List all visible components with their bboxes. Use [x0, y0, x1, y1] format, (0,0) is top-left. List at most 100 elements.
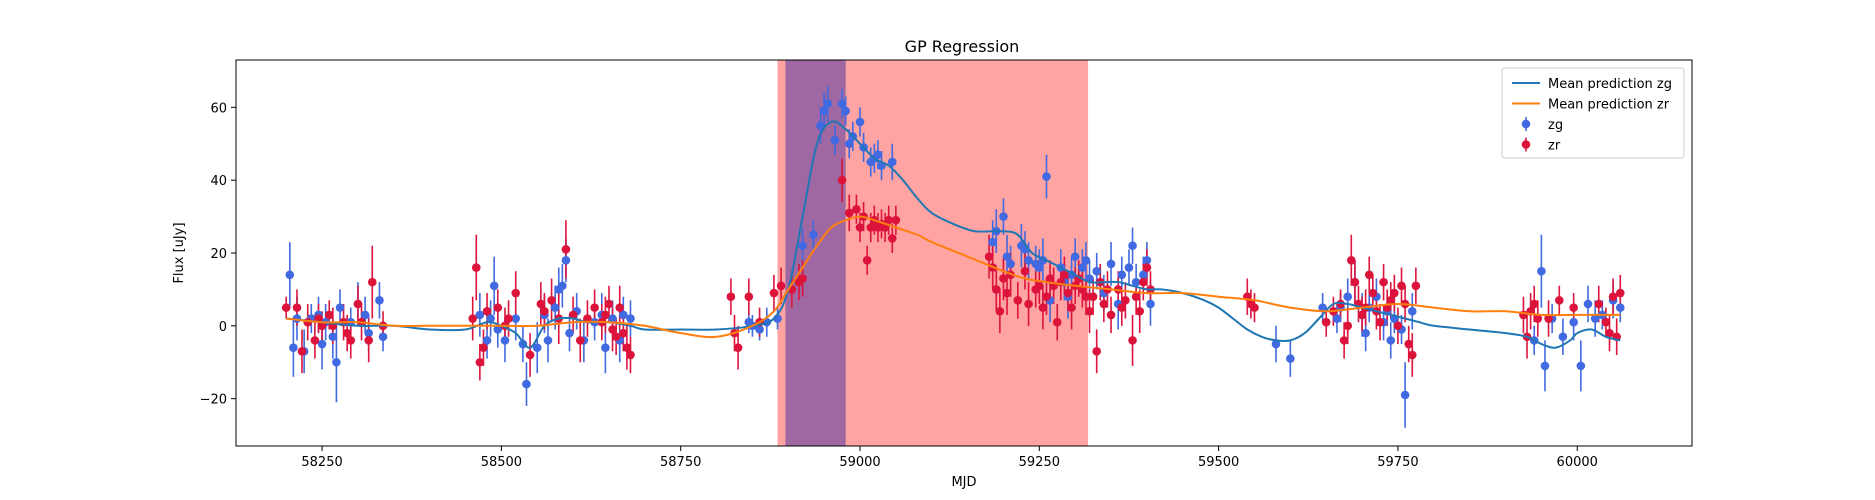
point-zr	[1142, 263, 1152, 272]
point-zr	[1321, 317, 1331, 327]
point-zr	[292, 303, 302, 312]
point-zg	[1537, 266, 1546, 276]
point-zr	[1128, 336, 1137, 345]
point-zg	[819, 106, 829, 116]
point-zg	[1024, 255, 1033, 265]
point-zg	[1558, 332, 1568, 342]
point-zr	[1615, 288, 1625, 298]
point-zr	[1555, 296, 1564, 305]
point-zr	[622, 343, 632, 352]
point-zg	[608, 314, 617, 323]
point-zr	[1038, 303, 1048, 312]
point-zr	[891, 215, 901, 225]
point-zr	[1063, 288, 1073, 298]
point-zr	[991, 285, 1001, 294]
x-axis: 58250 58500 58750 59000 59250 59500 59750 60000	[301, 446, 1598, 470]
point-zr	[862, 255, 872, 265]
legend-marker-swatch	[1521, 140, 1531, 149]
point-zr	[619, 328, 628, 338]
point-zr	[884, 215, 893, 225]
point-zg	[1139, 270, 1148, 280]
point-zg	[837, 99, 847, 108]
point-zg	[1615, 303, 1625, 312]
point-zg	[1286, 354, 1295, 363]
x-tick-label: 59750	[1377, 455, 1418, 470]
point-zg	[1006, 259, 1015, 269]
point-zr	[536, 299, 546, 309]
point-zr	[1608, 292, 1618, 301]
point-zr	[744, 292, 754, 301]
mean-prediction-zg-line	[286, 120, 1621, 349]
point-zr	[726, 292, 736, 301]
point-zr	[353, 299, 363, 309]
point-zr	[540, 306, 549, 316]
point-zg	[335, 303, 345, 312]
point-zg	[558, 281, 567, 291]
point-zg	[1081, 255, 1091, 265]
point-zg	[500, 336, 510, 345]
point-zr	[1594, 299, 1604, 309]
point-zr	[1081, 292, 1091, 301]
point-zr	[1024, 299, 1033, 309]
point-zr	[611, 332, 621, 342]
y-axis: −20 0 20 40 60	[200, 101, 236, 408]
point-zg	[844, 139, 854, 149]
x-tick-label: 58500	[481, 455, 522, 470]
x-tick-label: 58250	[301, 455, 342, 470]
point-zg	[1106, 259, 1116, 269]
point-zg	[887, 157, 897, 167]
y-tick-label: −20	[200, 393, 227, 408]
point-zr	[547, 296, 556, 305]
point-zg	[378, 332, 388, 342]
point-zg	[1124, 263, 1134, 272]
x-axis-label: MJD	[951, 475, 976, 490]
legend-label: Mean prediction zg	[1548, 77, 1672, 92]
point-zg	[1318, 303, 1327, 312]
point-zr	[798, 274, 807, 283]
point-zr	[575, 336, 585, 345]
point-zr	[482, 306, 492, 316]
point-zr	[1529, 299, 1539, 309]
point-zg	[561, 255, 571, 265]
point-zr	[324, 310, 334, 320]
y-tick-label: 60	[210, 101, 227, 116]
point-zr	[1390, 288, 1399, 298]
mean-prediction-zr-line	[286, 215, 1621, 339]
point-zr	[855, 223, 865, 232]
point-zr	[346, 336, 356, 345]
point-zg	[289, 343, 298, 352]
point-zg	[522, 379, 531, 389]
point-zr	[1533, 314, 1543, 323]
point-zr	[1368, 288, 1378, 298]
point-zg	[1131, 277, 1141, 287]
point-zr	[590, 303, 599, 312]
point-zg	[511, 314, 521, 323]
point-zr	[1375, 317, 1385, 327]
point-zr	[844, 208, 854, 218]
x-tick-label: 59250	[1019, 455, 1060, 470]
point-zg	[375, 296, 384, 305]
point-zr	[1569, 303, 1578, 312]
legend-label: zg	[1548, 118, 1563, 133]
point-zr	[525, 350, 535, 360]
point-zg	[816, 121, 825, 130]
point-zr	[493, 303, 503, 312]
point-zr	[1013, 296, 1023, 305]
point-zr	[1045, 274, 1055, 283]
point-zr	[1067, 303, 1076, 312]
point-zg	[1569, 317, 1578, 327]
point-zg	[1117, 270, 1127, 280]
point-zg	[360, 310, 370, 320]
point-zg	[1002, 252, 1012, 261]
point-zr	[504, 314, 513, 323]
point-zr	[468, 314, 477, 323]
y-tick-label: 0	[219, 320, 227, 335]
y-tick-label: 20	[210, 247, 227, 262]
legend-box	[1501, 67, 1685, 159]
point-zg	[1070, 252, 1080, 261]
point-zr	[1544, 314, 1553, 323]
point-zg	[1078, 263, 1087, 272]
point-zr	[364, 336, 373, 345]
point-zr	[733, 343, 743, 352]
point-zr	[1393, 321, 1403, 331]
